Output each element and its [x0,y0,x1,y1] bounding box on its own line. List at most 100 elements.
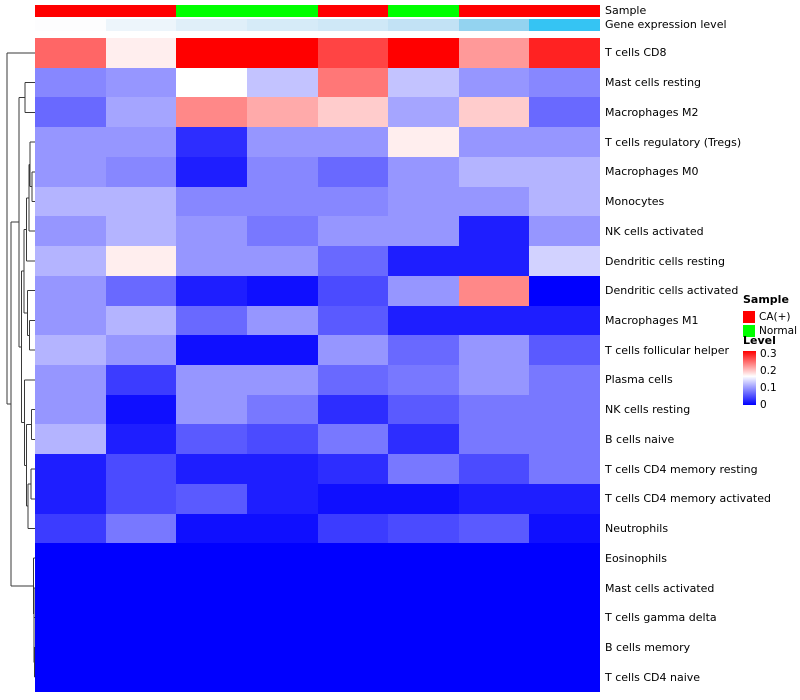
sample-annotation-cell [105,5,177,17]
heatmap [35,38,600,692]
heatmap-cell [388,127,459,157]
expression-annotation-cell [246,19,318,31]
row-label: T cells follicular helper [605,343,730,357]
heatmap-cell [529,246,600,276]
heatmap-cell [388,305,459,336]
heatmap-cell [458,483,530,514]
heatmap-cell [246,216,318,247]
heatmap-cell [176,394,247,425]
level-tick: 0.1 [760,382,777,394]
heatmap-cell [529,38,600,68]
heatmap-cell [529,662,600,692]
sample-annotation-bar [35,5,600,17]
row-label: T cells CD4 memory resting [605,462,758,476]
heatmap-cell [458,275,530,306]
heatmap-cell [317,394,389,425]
heatmap-cell [246,573,318,603]
row-labels: T cells CD8 Mast cells resting Macrophages… [605,38,797,692]
heatmap-cell [105,156,177,187]
heatmap-cell [35,186,106,217]
heatmap-cell [388,632,459,663]
heatmap-cell [529,305,600,336]
heatmap-cell [246,305,318,336]
row-label: NK cells resting [605,403,691,417]
heatmap-cell [176,38,247,68]
heatmap-cell [176,602,247,633]
heatmap-cell [246,483,318,514]
heatmap-cell [458,156,530,187]
heatmap-cell [246,632,318,663]
heatmap-cell [529,424,600,455]
row-label: Neutrophils [605,522,669,536]
row-label: NK cells activated [605,224,704,238]
heatmap-cell [176,573,247,603]
heatmap-cell [35,38,106,68]
heatmap-cell [317,632,389,663]
heatmap-cell [317,335,389,365]
normal-swatch-icon [743,324,755,337]
heatmap-cell [388,38,459,68]
heatmap-cell [388,543,459,574]
heatmap-cell [317,364,389,395]
heatmap-cell [105,38,177,68]
heatmap-cell [458,513,530,544]
heatmap-cell [317,424,389,455]
heatmap-cell [388,454,459,484]
level-tick: 0 [760,399,767,411]
heatmap-cell [246,335,318,365]
row-label: Macrophages M2 [605,105,699,119]
heatmap-cell [35,305,106,336]
heatmap-cell [105,246,177,276]
ca-positive-label: CA(+) [759,310,791,323]
heatmap-cell [105,632,177,663]
heatmap-cell [388,335,459,365]
expression-annotation-cell [458,19,530,31]
level-tick: 0.2 [760,365,777,377]
heatmap-cell [458,662,530,692]
heatmap-cell [529,483,600,514]
heatmap-cell [176,97,247,128]
sample-annotation-cell [35,5,106,17]
heatmap-cell [246,424,318,455]
heatmap-cell [35,662,106,692]
heatmap-cell [105,543,177,574]
heatmap-cell [458,424,530,455]
heatmap-cell [317,156,389,187]
heatmap-cell [317,246,389,276]
heatmap-cell [176,632,247,663]
row-label: Monocytes [605,195,665,209]
heatmap-cell [246,67,318,98]
heatmap-cell [529,127,600,157]
heatmap-cell [35,364,106,395]
heatmap-cell [35,246,106,276]
heatmap-cell [458,394,530,425]
heatmap-cell [317,513,389,544]
heatmap-cell [317,38,389,68]
legend-entry-normal: Normal [743,324,797,337]
sample-annotation-cell [246,5,318,17]
heatmap-cell [388,67,459,98]
heatmap-cell [35,67,106,98]
heatmap-cell [529,97,600,128]
ca-positive-swatch-icon [743,310,755,323]
heatmap-cell [317,216,389,247]
sample-annotation-cell [176,5,247,17]
heatmap-cell [388,662,459,692]
level-colorbar-wrap: 0.3 0.2 0.1 0 [743,348,777,411]
heatmap-cell [105,602,177,633]
heatmap-cell [458,38,530,68]
heatmap-cell [35,216,106,247]
heatmap-cell [176,662,247,692]
expression-annotation-cell [105,19,177,31]
heatmap-cell [388,186,459,217]
row-label: Dendritic cells resting [605,254,725,268]
heatmap-cell [105,483,177,514]
heatmap-cell [105,424,177,455]
row-label: Mast cells activated [605,581,715,595]
row-dendrogram [6,52,35,678]
heatmap-cell [246,156,318,187]
heatmap-cell [529,543,600,574]
heatmap-cell [105,216,177,247]
expression-annotation-cell [317,19,389,31]
heatmap-cell [105,573,177,603]
